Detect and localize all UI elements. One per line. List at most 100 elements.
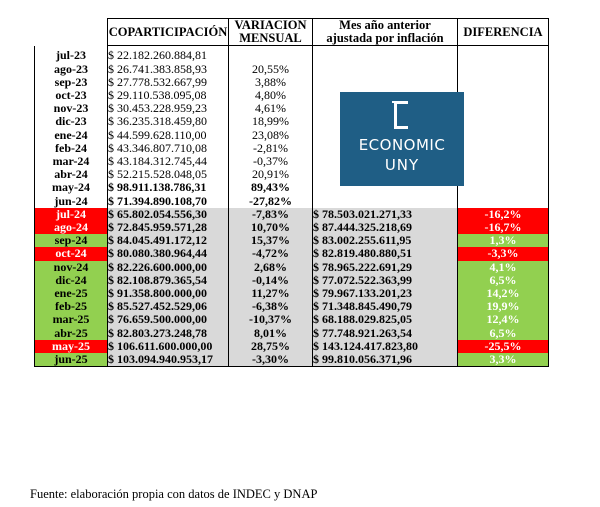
header-prev-line1: Mes año anterior (339, 18, 431, 32)
diferencia-cell: 1,3% (457, 234, 549, 248)
coparticipacion-cell: $ 36.235.318.459,80 (108, 114, 207, 129)
diferencia-cell (457, 45, 549, 63)
coparticipacion-cell: $ 52.215.528.048,05 (108, 167, 207, 182)
table-row: ene-24 $ 44.599.628.110,00 23,08% (34, 127, 549, 142)
month-cell: mar-25 (34, 313, 108, 327)
diferencia-cell: 19,9% (457, 300, 549, 314)
variacion-cell: 18,99% (228, 115, 313, 129)
diferencia-cell (457, 141, 549, 156)
variacion-cell: 10,70% (228, 220, 313, 235)
coparticipacion-cell: $ 43.346.807.710,08 (108, 140, 207, 155)
e-letter-icon (392, 101, 408, 129)
header-variacion-line2: MENSUAL (239, 31, 302, 46)
diferencia-cell: 6,5% (457, 273, 549, 288)
month-cell: feb-24 (34, 141, 108, 156)
coparticipacion-cell: $ 106.611.600.000,00 (107, 339, 229, 354)
coparticipacion-cell: $ 43.184.312.745,44 (108, 154, 207, 169)
table-row: jul-24 $ 65.802.054.556,30 -7,83% $ 78.503.… (34, 207, 549, 222)
diferencia-cell: 6,5% (457, 326, 549, 340)
table-row: may-24 $ 98.911.138.786,31 89,43% (34, 180, 549, 195)
diferencia-cell: -25,5% (457, 339, 549, 354)
header-row: COPARTICIPACIÓN VARIACION MENSUAL Mes añ… (35, 17, 549, 47)
table-row: sep-23 $ 27.778.532.667,99 3,88% (34, 74, 549, 90)
coparticipacion-cell: $ 30.453.228.959,23 (108, 101, 207, 116)
table-row: oct-24 $ 80.080.380.964,44 -4,72% $ 82.819.… (34, 247, 549, 261)
month-cell: nov-24 (34, 260, 108, 274)
diferencia-cell: 14,2% (457, 286, 549, 301)
variacion-cell: 28,75% (228, 339, 313, 354)
coparticipacion-cell: $ 44.599.628.110,00 (108, 127, 207, 142)
mes-anterior-cell: $ 143.124.417.823,80 (312, 339, 458, 354)
table-row: jun-24 $ 71.394.890.108,70 -27,82% (34, 193, 549, 208)
mes-anterior-cell: $ 77.072.522.363,99 (312, 273, 458, 288)
table-row: sep-24 $ 84.045.491.172,12 15,37% $ 83.002.… (34, 234, 549, 248)
mes-anterior-cell: $ 68.188.029.825,05 (312, 313, 458, 327)
month-cell: feb-25 (34, 300, 108, 314)
coparticipacion-cell: $ 80.080.380.964,44 (107, 247, 229, 261)
table-row: ago-23 $ 26.741.383.858,93 20,55% (34, 61, 549, 76)
variacion-cell: -0,14% (228, 273, 313, 288)
diferencia-cell: 3,3% (457, 353, 549, 368)
variacion-cell: 4,80% (228, 88, 313, 103)
variacion-cell: -0,37% (228, 154, 313, 169)
mes-anterior-cell (312, 45, 458, 63)
variacion-cell (228, 45, 313, 63)
mes-anterior-cell: $ 71.348.845.490,79 (312, 300, 458, 314)
coparticipacion-cell: $ 82.803.273.248,78 (107, 326, 229, 340)
header-blank (35, 19, 108, 46)
variacion-cell: -7,83% (228, 207, 313, 222)
table-row: dic-24 $ 82.108.879.365,54 -0,14% $ 77.072.… (34, 273, 549, 288)
diferencia-cell: -16,7% (457, 220, 549, 235)
mes-anterior-cell: $ 77.748.921.263,54 (312, 326, 458, 340)
variacion-cell: -6,38% (228, 300, 313, 314)
diferencia-cell (457, 168, 549, 182)
mes-anterior-cell: $ 78.965.222.691,29 (312, 260, 458, 274)
header-variacion-line1: VARIACION (234, 18, 307, 32)
month-cell: dic-24 (34, 273, 108, 288)
variacion-cell: -3,30% (228, 353, 313, 368)
coparticipacion-cell: $ 27.778.532.667,99 (108, 74, 207, 89)
table-row: jul-23 $ 22.182.260.884,81 (34, 45, 549, 63)
variacion-cell: -10,37% (228, 313, 313, 327)
diferencia-cell (457, 75, 549, 90)
variacion-cell: 20,91% (228, 168, 313, 182)
mes-anterior-cell: $ 87.444.325.218,69 (312, 220, 458, 235)
logo-text-line2: UNY (384, 156, 420, 174)
mes-anterior-cell (312, 194, 458, 208)
variacion-cell: 4,61% (228, 102, 313, 116)
month-cell: jul-24 (34, 207, 108, 222)
month-cell: nov-23 (34, 102, 108, 116)
diferencia-cell (457, 115, 549, 129)
coparticipacion-cell: $ 82.226.600.000,00 (107, 260, 229, 274)
month-cell: sep-23 (34, 75, 108, 90)
header-diferencia: DIFERENCIA (457, 17, 549, 47)
diferencia-cell (457, 181, 549, 195)
month-cell: mar-24 (34, 154, 108, 169)
month-cell: oct-23 (34, 88, 108, 103)
month-cell: jun-25 (34, 353, 108, 368)
month-cell: dic-23 (34, 115, 108, 129)
variacion-cell: 11,27% (228, 286, 313, 301)
variacion-cell: 15,37% (228, 234, 313, 248)
variacion-cell: -2,81% (228, 141, 313, 156)
variacion-cell: 8,01% (228, 326, 313, 340)
mes-anterior-cell: $ 79.967.133.201,23 (312, 286, 458, 301)
coparticipacion-cell: $ 71.394.890.108,70 (108, 193, 207, 208)
variacion-cell: -27,82% (228, 194, 313, 208)
mes-anterior-cell: $ 83.002.255.611,95 (312, 234, 458, 248)
month-cell: abr-24 (34, 168, 108, 182)
coparticipacion-table: COPARTICIPACIÓN VARIACION MENSUAL Mes añ… (34, 17, 549, 368)
coparticipacion-cell: $ 22.182.260.884,81 (108, 48, 207, 63)
coparticipacion-cell: $ 98.911.138.786,31 (108, 180, 207, 195)
table-row: nov-24 $ 82.226.600.000,00 2,68% $ 78.965.2… (34, 260, 549, 274)
variacion-cell: 3,88% (228, 75, 313, 90)
coparticipacion-cell: $ 26.741.383.858,93 (108, 61, 207, 76)
coparticipacion-cell: $ 85.527.452.529,06 (107, 300, 229, 314)
variacion-cell: 20,55% (228, 62, 313, 76)
header-mes-anio-anterior: Mes año anterior ajustada por inflación (312, 17, 458, 47)
header-coparticipacion: COPARTICIPACIÓN (107, 17, 229, 47)
mes-anterior-cell (312, 62, 458, 76)
diferencia-cell: 4,1% (457, 260, 549, 274)
diferencia-cell (457, 62, 549, 76)
table-row: jun-25 $ 103.094.940.953,17 -3,30% $ 99.810… (34, 353, 549, 368)
